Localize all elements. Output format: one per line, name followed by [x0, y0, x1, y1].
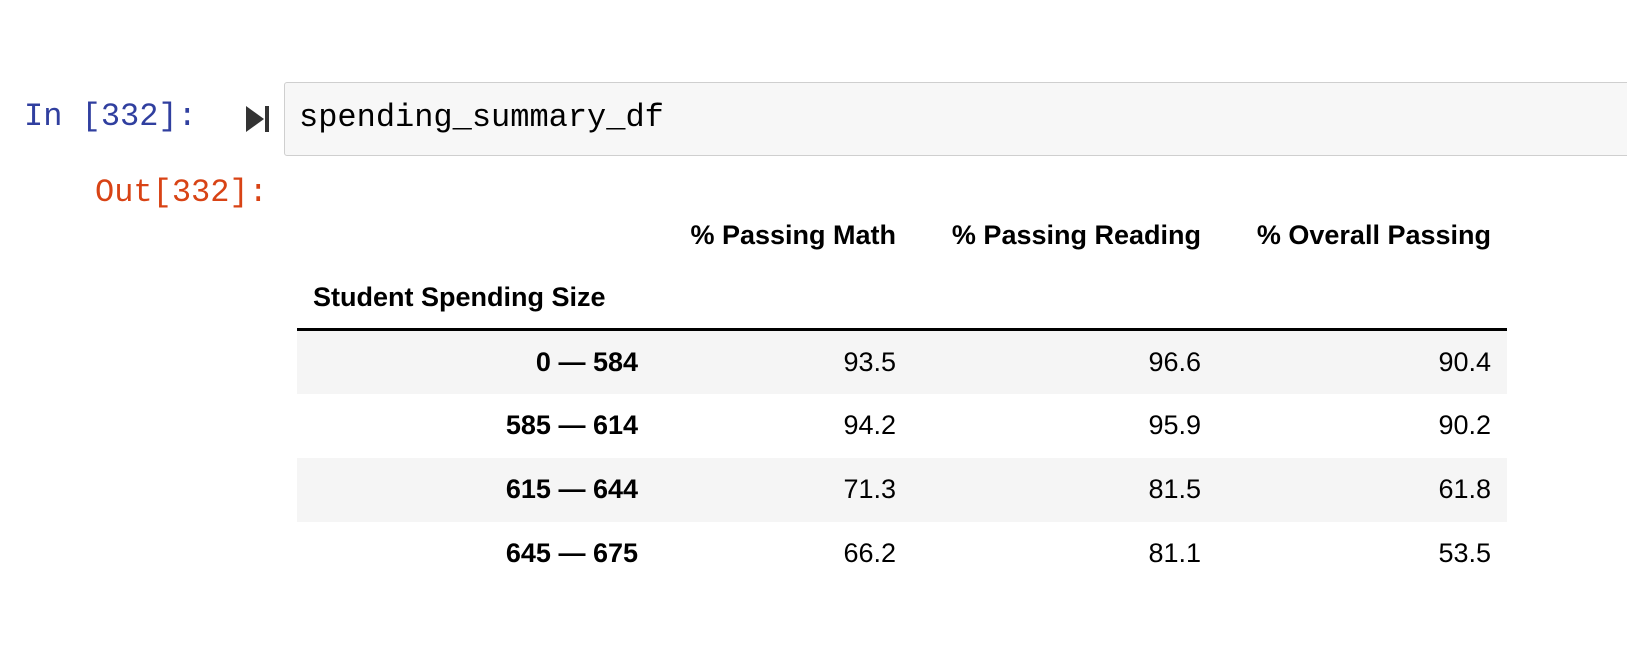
blank-header-cell [654, 266, 912, 331]
cell-reading: 81.5 [1148, 474, 1201, 504]
index-header-row: Student Spending Size [297, 266, 1507, 331]
dataframe-table: % Passing Math % Passing Reading % Overa… [297, 204, 1507, 586]
cell-overall: 90.4 [1438, 346, 1491, 377]
output-prompt: Out[332]: [95, 174, 268, 211]
code-text[interactable]: spending_summary_df [299, 99, 664, 136]
cell-math: 94.2 [843, 410, 896, 440]
cell-reading: 96.6 [1148, 346, 1201, 377]
cell-overall: 61.8 [1438, 474, 1491, 504]
blank-header-cell [1217, 266, 1507, 331]
blank-header-cell [912, 266, 1217, 331]
table-row: 585 — 614 94.2 95.9 90.2 [297, 394, 1507, 458]
row-index-label: 0 — 584 [535, 346, 638, 377]
cell-overall: 53.5 [1438, 538, 1491, 568]
table-row: 645 — 675 66.2 81.1 53.5 [297, 522, 1507, 586]
table-row: 615 — 644 71.3 81.5 61.8 [297, 457, 1507, 522]
run-cell-icon[interactable] [246, 104, 270, 134]
row-index-label: 615 — 644 [505, 474, 638, 504]
code-input-area[interactable]: spending_summary_df [284, 82, 1627, 156]
column-header-math: % Passing Math [690, 219, 896, 250]
column-header-overall: % Overall Passing [1256, 219, 1491, 250]
row-index-label: 645 — 675 [505, 538, 638, 568]
cell-reading: 81.1 [1148, 538, 1201, 568]
blank-header-cell [297, 204, 654, 266]
table-row: 0 — 584 93.5 96.6 90.4 [297, 329, 1507, 394]
cell-math: 66.2 [843, 538, 896, 568]
cell-math: 93.5 [843, 346, 896, 377]
cell-reading: 95.9 [1148, 410, 1201, 440]
row-index-label: 585 — 614 [505, 410, 638, 440]
column-header-row: % Passing Math % Passing Reading % Overa… [297, 204, 1507, 266]
cell-overall: 90.2 [1438, 410, 1491, 440]
index-name-header: Student Spending Size [297, 266, 654, 331]
column-header-reading: % Passing Reading [951, 219, 1201, 250]
input-prompt: In [332]: [24, 98, 197, 135]
cell-math: 71.3 [843, 474, 896, 504]
